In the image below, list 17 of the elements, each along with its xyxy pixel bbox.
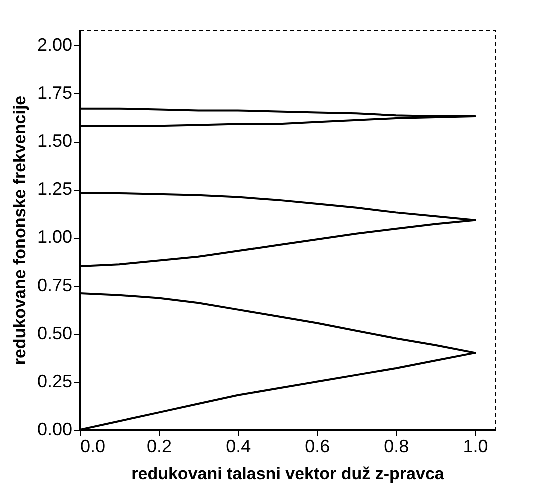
y-axis-title: redukovane fononske frekvencije bbox=[10, 96, 30, 366]
y-tick-label: 0.25 bbox=[37, 371, 72, 392]
y-tick-label: 0.75 bbox=[37, 275, 72, 296]
x-tick-label: 0.2 bbox=[147, 436, 172, 456]
y-tick-label: 1.00 bbox=[37, 227, 72, 248]
x-tick-label: 0.8 bbox=[384, 436, 410, 456]
y-tick-label: 0.50 bbox=[37, 323, 72, 344]
y-tick-label: 2.00 bbox=[37, 34, 72, 55]
y-tick-label: 1.75 bbox=[37, 82, 72, 103]
x-tick-label: 1.0 bbox=[463, 436, 488, 456]
y-tick-label: 1.25 bbox=[37, 179, 72, 200]
x-tick-label: 0.4 bbox=[226, 436, 252, 456]
x-axis-title: redukovani talasni vektor duž z-pravca bbox=[132, 464, 445, 484]
y-tick-label: 0.00 bbox=[37, 420, 72, 440]
y-tick-label: 1.50 bbox=[37, 131, 72, 152]
x-tick-label: 0.6 bbox=[305, 436, 330, 456]
x-tick-label: 0.0 bbox=[80, 436, 106, 456]
